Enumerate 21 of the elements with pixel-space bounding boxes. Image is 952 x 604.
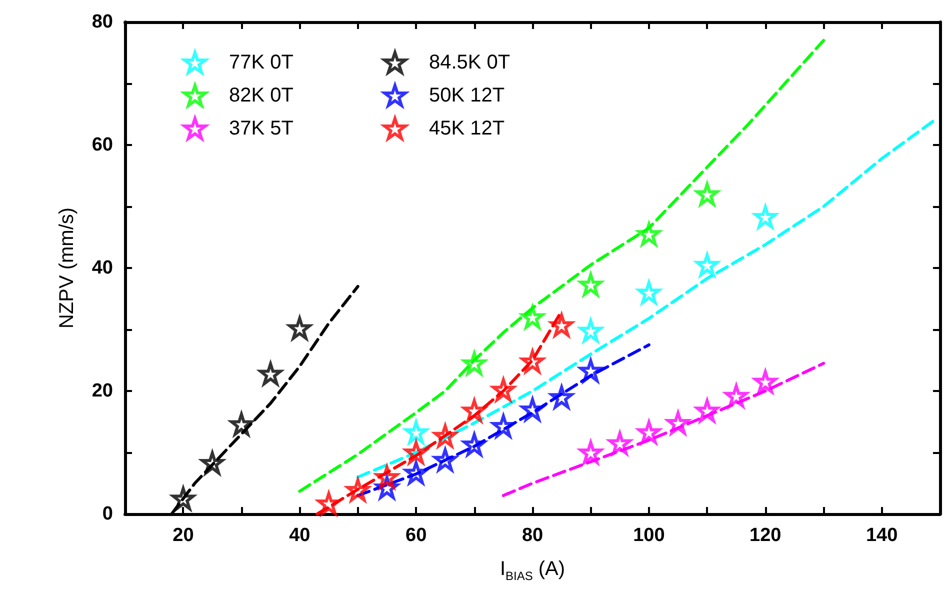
legend-label: 50K 12T xyxy=(428,84,505,106)
x-tick-label: 20 xyxy=(172,525,194,546)
legend-label: 37K 5T xyxy=(228,118,294,140)
y-axis-title: NZPV (mm/s) xyxy=(56,207,78,329)
legend-label: 45K 12T xyxy=(428,118,505,140)
y-tick-label: 80 xyxy=(92,12,113,32)
y-tick-label: 40 xyxy=(92,258,113,278)
y-tick-label: 20 xyxy=(92,380,113,402)
line-series xyxy=(298,38,826,493)
y-tick-label: 60 xyxy=(92,134,113,156)
line-series xyxy=(502,362,826,498)
x-tick-label: 60 xyxy=(406,525,427,546)
x-tick-label: 140 xyxy=(866,525,898,546)
x-tick-label: 40 xyxy=(289,525,310,546)
legend-label: 82K 0T xyxy=(228,84,294,106)
x-tick-label: 120 xyxy=(750,525,782,546)
x-tick-label: 100 xyxy=(633,525,665,546)
y-tick-label: 0 xyxy=(102,504,113,524)
legend-label: 84.5K 0T xyxy=(428,52,510,74)
x-tick-label: 80 xyxy=(522,525,544,546)
legend-label: 77K 0T xyxy=(228,52,294,74)
